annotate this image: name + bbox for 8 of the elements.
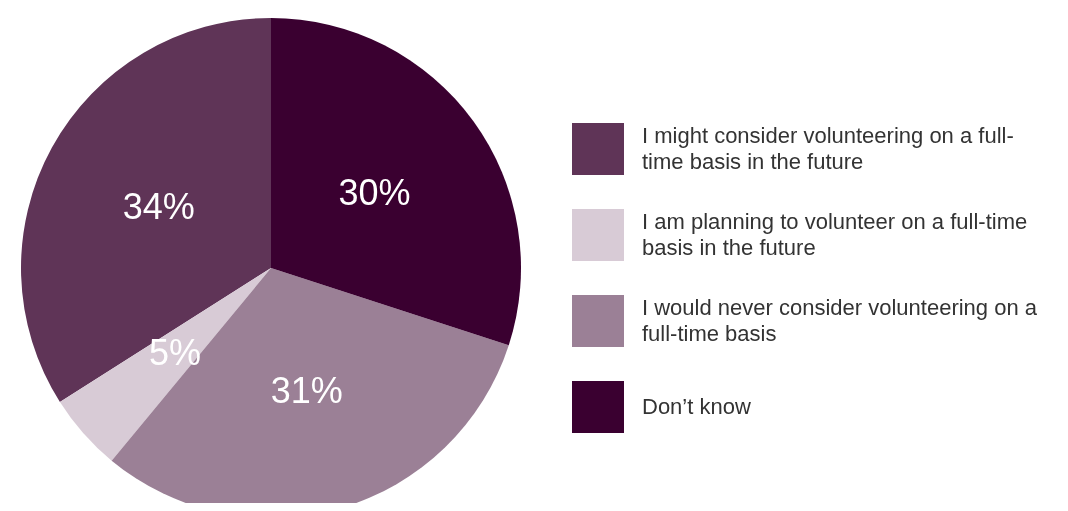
data-label: 34% bbox=[122, 185, 195, 227]
data-label: 30% bbox=[338, 172, 411, 214]
legend-label: I might consider volunteering on a full-time basis in the future bbox=[642, 123, 1015, 175]
data-label: 5% bbox=[148, 332, 201, 374]
legend-label: Don’t know bbox=[642, 394, 752, 420]
data-label: 31% bbox=[270, 370, 343, 412]
legend-label: I would never consider volunteering on a full-time basis bbox=[642, 295, 1039, 347]
legend-label: I am planning to volunteer on a full-time basis in the future bbox=[642, 209, 1029, 261]
